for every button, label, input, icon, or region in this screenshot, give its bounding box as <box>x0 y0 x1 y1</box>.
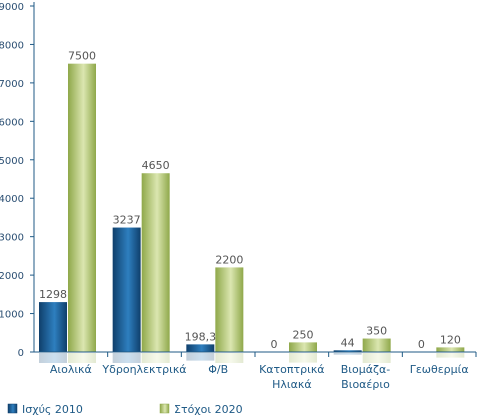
x-axis: Αιολικά Υδροηλεκτρικά Φ/Β Κατοπτρικά Ηλιακά Β… <box>34 351 477 391</box>
y-tick-label: 9000 <box>0 2 24 13</box>
y-tick-label: 7000 <box>0 79 24 90</box>
legend: Ισχύς 2010 Στόχοι 2020 <box>7 403 243 416</box>
bars <box>39 63 465 363</box>
bar-reflection <box>68 353 96 363</box>
data-label: 3237 <box>113 214 141 227</box>
category-label: Αιολικά <box>50 363 92 376</box>
legend-swatch <box>159 403 170 414</box>
legend-label: Ισχύς 2010 <box>22 403 83 416</box>
bar-series-2 <box>289 342 317 352</box>
bar-reflection <box>39 353 67 363</box>
category-label: Ηλιακά <box>272 378 312 391</box>
category-label: Κατοπτρικά <box>259 363 325 376</box>
bar-reflection <box>436 353 465 358</box>
data-label: 44 <box>341 336 355 349</box>
data-label: 2200 <box>215 253 243 266</box>
category-label: Βιομάζα- <box>341 363 390 376</box>
bar-series-2 <box>362 338 391 352</box>
category-label: Υδροηλεκτρικά <box>101 363 186 376</box>
category-label: Φ/Β <box>208 363 228 376</box>
bar-reflection <box>112 353 141 363</box>
category-label: Βιοαέριο <box>341 378 390 391</box>
bar-series-2 <box>215 267 244 352</box>
y-tick-label: 8000 <box>0 40 24 51</box>
data-label: 198,3 <box>185 330 217 343</box>
y-tick-label: 3000 <box>0 233 24 244</box>
bar-reflection <box>362 353 391 363</box>
bar-series-2 <box>141 173 170 352</box>
bar-series-1 <box>186 344 215 352</box>
category-label: Γεωθερμία <box>410 363 469 376</box>
bar-reflection <box>186 353 215 361</box>
y-tick-label: 2000 <box>0 271 24 282</box>
data-label: 1298 <box>39 288 67 301</box>
legend-label: Στόχοι 2020 <box>174 403 243 416</box>
bar-series-2 <box>68 63 96 353</box>
bar-series-1 <box>112 227 141 352</box>
bar-series-2 <box>436 347 465 352</box>
y-tick-label: 1000 <box>0 310 24 321</box>
data-label: 0 <box>418 338 425 351</box>
bar-reflection <box>289 353 317 363</box>
data-label: 4650 <box>142 159 170 172</box>
bar-series-1 <box>333 350 362 352</box>
data-label: 120 <box>440 333 461 346</box>
y-tick-label: 5000 <box>0 156 24 167</box>
y-tick-label: 6000 <box>0 117 24 128</box>
data-label: 0 <box>271 338 278 351</box>
legend-swatch <box>7 403 18 414</box>
bar-reflection <box>141 353 170 363</box>
y-tick-label: 0 <box>18 348 24 359</box>
data-label: 250 <box>293 328 314 341</box>
data-label: 7500 <box>68 50 96 63</box>
data-labels: 1298 7500 3237 4650 198,3 2200 0 250 44 350 0 120 <box>39 50 461 351</box>
data-label: 350 <box>366 325 387 338</box>
bar-reflection <box>333 353 362 355</box>
bar-series-1 <box>39 302 67 352</box>
y-axis: 0 1000 2000 3000 4000 5000 6000 7000 8000 9000 <box>0 2 35 359</box>
y-tick-label: 4000 <box>0 194 24 205</box>
bar-reflection <box>215 353 244 363</box>
